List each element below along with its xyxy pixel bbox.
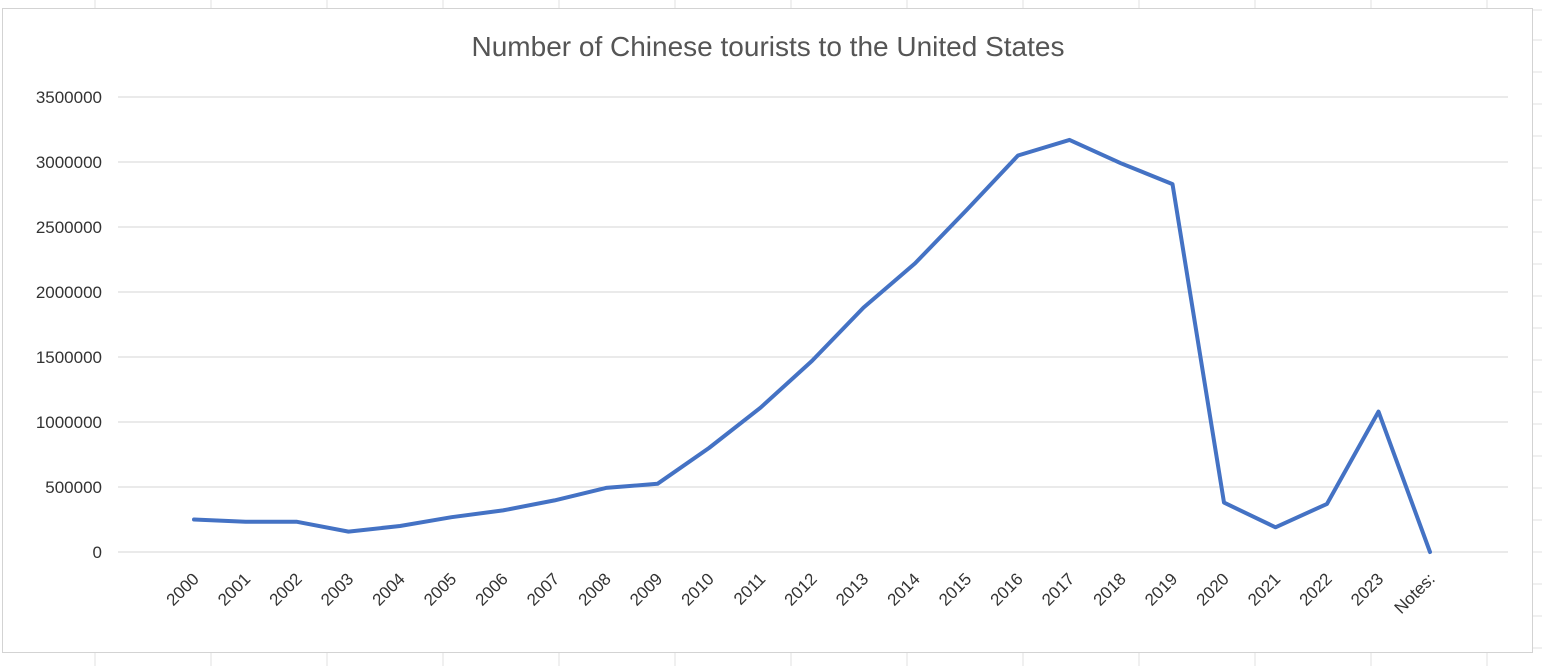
- y-tick-label: 500000: [45, 478, 102, 497]
- x-tick-label: 2013: [832, 569, 872, 609]
- x-tick-label: 2010: [678, 569, 718, 609]
- x-tick-label: 2015: [935, 569, 975, 609]
- x-tick-label: 2014: [884, 569, 924, 609]
- y-tick-label: 3000000: [36, 153, 102, 172]
- y-tick-label: 0: [93, 543, 102, 562]
- x-tick-label: 2017: [1038, 569, 1078, 609]
- y-tick-label: 2000000: [36, 283, 102, 302]
- x-tick-label: 2019: [1141, 569, 1181, 609]
- y-tick-label: 1500000: [36, 348, 102, 367]
- y-tick-label: 2500000: [36, 218, 102, 237]
- x-tick-label: 2020: [1193, 569, 1233, 609]
- x-tick-label: 2001: [214, 569, 254, 609]
- x-tick-label: 2005: [420, 569, 460, 609]
- x-axis-ticks: 2000 2001 2002 2003 2004 2005 2006 2007 2008 2009…: [163, 569, 1439, 617]
- y-axis-ticks: 0 500000 1000000 1500000 2000000 2500000 30000…: [36, 88, 102, 562]
- x-tick-label: 2023: [1347, 569, 1387, 609]
- chart-title: Number of Chinese tourists to the United…: [472, 31, 1065, 62]
- x-tick-label: 2021: [1244, 569, 1284, 609]
- x-tick-label: 2018: [1090, 569, 1130, 609]
- x-tick-label: 2004: [369, 569, 409, 609]
- x-tick-label: 2000: [163, 569, 203, 609]
- x-tick-label: 2012: [781, 569, 821, 609]
- series-lines: [192, 137, 1432, 554]
- x-tick-label: 2016: [987, 569, 1027, 609]
- x-tick-label: 2002: [266, 569, 306, 609]
- chart-container[interactable]: [2, 8, 1533, 653]
- x-tick-label: 2008: [575, 569, 615, 609]
- x-tick-label: 2022: [1296, 569, 1336, 609]
- series-line: [192, 137, 1432, 554]
- x-tick-label: Notes:: [1391, 569, 1439, 617]
- x-tick-label: 2011: [730, 569, 769, 608]
- y-tick-label: 3500000: [36, 88, 102, 107]
- y-tick-label: 1000000: [36, 413, 102, 432]
- x-tick-label: 2003: [317, 569, 357, 609]
- x-tick-label: 2006: [472, 569, 512, 609]
- gridlines: [118, 96, 1508, 553]
- x-tick-label: 2007: [523, 569, 563, 609]
- x-tick-label: 2009: [626, 569, 666, 609]
